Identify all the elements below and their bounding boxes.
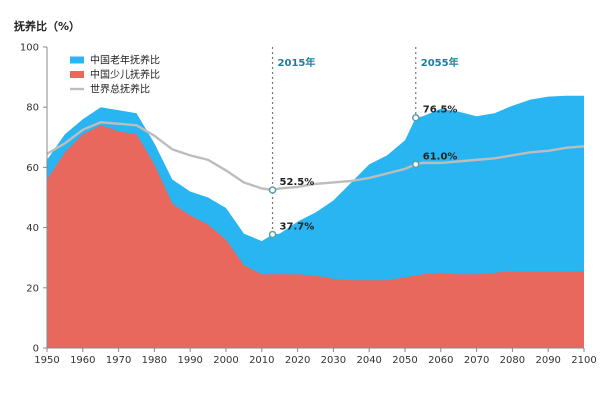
x-tick-label-10: 2050 bbox=[392, 355, 417, 366]
x-tick-label-7: 2020 bbox=[285, 355, 310, 366]
annotation-label-1: 37.7% bbox=[280, 222, 315, 233]
line-series bbox=[46, 121, 585, 192]
annotation-label-0: 52.5% bbox=[280, 177, 315, 188]
y-tick-label-1: 20 bbox=[26, 283, 39, 294]
annotation-label-3: 61.0% bbox=[423, 151, 458, 162]
area-series bbox=[47, 95, 584, 349]
x-tick-label-0: 1950 bbox=[34, 355, 59, 366]
x-tick-label-2: 1970 bbox=[106, 355, 131, 366]
marker-year-label-0: 2015年 bbox=[278, 56, 316, 69]
x-tick-label-11: 2060 bbox=[428, 355, 453, 366]
marker-year-label-1: 2055年 bbox=[421, 56, 459, 69]
y-tick-label-0: 0 bbox=[33, 344, 39, 355]
annotation-label-2: 76.5% bbox=[423, 105, 458, 116]
annotations: 52.5% 37.7% 76.5% 61.0% bbox=[268, 105, 458, 239]
y-tick-label-2: 40 bbox=[26, 223, 39, 234]
legend-label-1: 中国少儿抚养比 bbox=[90, 68, 160, 81]
annotation-point-3 bbox=[411, 160, 420, 169]
x-tick-label-9: 2040 bbox=[356, 355, 381, 366]
x-tick-label-5: 2000 bbox=[213, 355, 238, 366]
y-tick-label-5: 100 bbox=[20, 43, 39, 54]
x-tick-label-6: 2010 bbox=[249, 355, 274, 366]
annotation-point-2 bbox=[411, 113, 420, 122]
x-tick-label-12: 2070 bbox=[464, 355, 489, 366]
y-tick-label-3: 60 bbox=[26, 163, 39, 174]
x-tick-label-3: 1980 bbox=[142, 355, 167, 366]
x-tick-label-4: 1990 bbox=[177, 355, 202, 366]
world-line bbox=[46, 121, 585, 192]
y-axis-title: 抚养比（%） bbox=[14, 19, 80, 33]
x-tick-label-15: 2100 bbox=[571, 355, 596, 366]
x-tick-label-1: 1960 bbox=[70, 355, 95, 366]
y-tick-label-4: 80 bbox=[26, 103, 39, 114]
area-series-1 bbox=[47, 125, 584, 348]
annotation-point-0 bbox=[268, 186, 277, 194]
legend-swatch-1 bbox=[70, 71, 84, 78]
legend-label-0: 中国老年抚养比 bbox=[90, 54, 160, 67]
x-tick-label-8: 2030 bbox=[321, 355, 346, 366]
x-tick-label-13: 2080 bbox=[500, 355, 525, 366]
x-tick-label-14: 2090 bbox=[535, 355, 560, 366]
annotation-point-1 bbox=[268, 230, 277, 239]
legend-label-2: 世界总抚养比 bbox=[90, 83, 150, 96]
legend-swatch-0 bbox=[70, 56, 84, 64]
